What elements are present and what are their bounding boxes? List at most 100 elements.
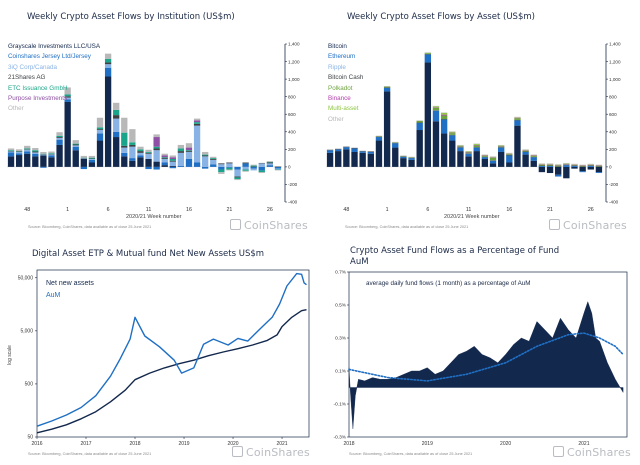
inst-bar-1-11 bbox=[96, 133, 104, 141]
coinshares-logo-icon bbox=[232, 446, 243, 457]
asset-bar-1-14 bbox=[440, 119, 448, 134]
pct-y-tick-label: 0.3% bbox=[335, 336, 347, 342]
legend-item-grayscale: Grayscale Investments LLC/USA bbox=[8, 43, 101, 50]
asset-bar-0-1 bbox=[335, 151, 342, 167]
asset-bar-0-19 bbox=[481, 158, 489, 167]
asset-bar-1-20 bbox=[489, 160, 497, 164]
inst-bar-3-6 bbox=[56, 137, 63, 138]
ntp-x-tick-label: 2021 bbox=[276, 441, 287, 447]
inst-bar-3-27 bbox=[226, 162, 233, 164]
asset-bar-4-12 bbox=[424, 53, 432, 55]
inst-y-tick-label: -200 bbox=[288, 182, 298, 187]
inst-bar-0-19 bbox=[161, 165, 168, 167]
pct-y-tick-label: 0.1% bbox=[335, 369, 347, 375]
asset-bar-0-0 bbox=[326, 152, 334, 167]
inst-bar-3-3 bbox=[32, 151, 39, 153]
asset-bar-1-6 bbox=[375, 137, 383, 141]
inst-bar-6-24 bbox=[202, 151, 209, 155]
legend-item-etc: ETC Issuance GmbH bbox=[8, 84, 68, 92]
inst-bar-1-21 bbox=[177, 166, 185, 167]
inst-bar-0-0 bbox=[7, 156, 15, 167]
asset-x-tick-label: 6 bbox=[426, 207, 429, 213]
inst-bar-1-8 bbox=[72, 146, 79, 151]
inst-bar-1-19 bbox=[161, 162, 168, 166]
inst-bar-2-29 bbox=[242, 166, 249, 170]
inst-x-tick-label: 6 bbox=[107, 207, 110, 213]
asset-bar-1-7 bbox=[383, 87, 391, 92]
asset-legend: Bitcoin Ethereum Ripple Bitcoin Cash Pol… bbox=[328, 42, 363, 125]
inst-bar-0-6 bbox=[56, 144, 63, 167]
inst-bar-2-32 bbox=[266, 163, 274, 166]
asset-bar-4-28 bbox=[555, 165, 562, 167]
legend-item-ripple: Ripple bbox=[328, 63, 346, 71]
legend-item-multi-asset: Multi-asset bbox=[328, 105, 359, 113]
legend-item-net-new-assets: Net new assets bbox=[46, 280, 94, 287]
inst-bar-1-32 bbox=[266, 165, 274, 167]
inst-bar-0-5 bbox=[48, 157, 55, 167]
asset-bar-0-30 bbox=[571, 166, 578, 169]
inst-bar-5-22 bbox=[185, 147, 193, 151]
inst-bar-2-1 bbox=[15, 151, 23, 154]
inst-bar-4-8 bbox=[72, 143, 79, 145]
asset-bar-0-32 bbox=[587, 166, 594, 170]
inst-bar-6-1 bbox=[15, 149, 23, 152]
asset-y-tick-label: 0 bbox=[609, 165, 612, 170]
asset-x-tick-label: 16 bbox=[506, 207, 512, 213]
institution-logo: CoinShares bbox=[230, 219, 308, 232]
asset-y-tick-label: 1,000 bbox=[609, 77, 621, 82]
inst-bar-6-26 bbox=[218, 172, 225, 174]
ntp-line-net-new-assets bbox=[36, 309, 307, 434]
asset-bar-1-30 bbox=[571, 166, 578, 167]
asset-bar-0-5 bbox=[367, 153, 374, 167]
pct-logo: CoinShares bbox=[553, 446, 631, 459]
inst-bar-3-11 bbox=[96, 129, 104, 131]
inst-bar-4-5 bbox=[48, 153, 55, 155]
inst-bar-5-19 bbox=[161, 155, 168, 158]
logo-text: CoinShares bbox=[246, 446, 310, 459]
ntp-x-tick-label: 2017 bbox=[80, 441, 91, 447]
inst-bar-0-10 bbox=[88, 162, 96, 167]
asset-bar-1-17 bbox=[465, 153, 472, 157]
inst-bar-2-8 bbox=[72, 145, 79, 147]
asset-bar-1-0 bbox=[326, 150, 334, 153]
asset-bar-1-23 bbox=[514, 120, 521, 126]
legend-item-coinshares: Coinshares Jersey Ltd/Jersey bbox=[8, 53, 91, 61]
inst-y-tick-label: 1,400 bbox=[288, 42, 300, 47]
inst-bar-4-13 bbox=[113, 109, 120, 116]
inst-bar-3-7 bbox=[64, 96, 71, 98]
asset-bar-1-15 bbox=[449, 135, 456, 141]
asset-bar-6-18 bbox=[473, 144, 480, 145]
ntp-y-tick-label: 5,000 bbox=[20, 329, 33, 335]
institution-legend: Grayscale Investments LLC/USA Coinshares… bbox=[8, 42, 100, 115]
asset-bar-0-25 bbox=[530, 160, 537, 167]
asset-bar-4-24 bbox=[522, 150, 529, 152]
inst-bar-4-3 bbox=[32, 150, 39, 152]
asset-bar-1-32 bbox=[587, 166, 594, 167]
inst-bar-0-14 bbox=[121, 156, 128, 167]
asset-bar-1-13 bbox=[432, 110, 440, 122]
inst-bar-6-10 bbox=[88, 155, 96, 158]
asset-bar-1-26 bbox=[538, 166, 546, 167]
inst-bar-6-16 bbox=[137, 146, 144, 150]
inst-bar-1-4 bbox=[40, 166, 47, 168]
inst-bar-4-18 bbox=[153, 146, 160, 149]
ntp-source: Source: Bloomberg, CoinShares, data avai… bbox=[28, 452, 152, 456]
asset-bar-1-12 bbox=[424, 54, 432, 63]
legend-item-bitcoin-cash: Bitcoin Cash bbox=[328, 74, 364, 82]
asset-bar-0-16 bbox=[457, 151, 464, 167]
inst-bar-1-23 bbox=[193, 162, 201, 167]
asset-bar-1-8 bbox=[392, 143, 399, 148]
inst-bar-1-3 bbox=[32, 153, 39, 157]
inst-y-tick-label: -400 bbox=[288, 200, 298, 205]
asset-bar-0-9 bbox=[400, 158, 407, 167]
pct-x-tick-label: 2020 bbox=[500, 441, 511, 447]
inst-bar-3-29 bbox=[242, 162, 249, 164]
inst-bar-1-20 bbox=[169, 166, 176, 169]
inst-bar-3-32 bbox=[266, 162, 274, 164]
pct-area-flows bbox=[348, 301, 624, 429]
inst-bar-6-6 bbox=[56, 132, 63, 136]
asset-bar-1-28 bbox=[555, 174, 562, 177]
